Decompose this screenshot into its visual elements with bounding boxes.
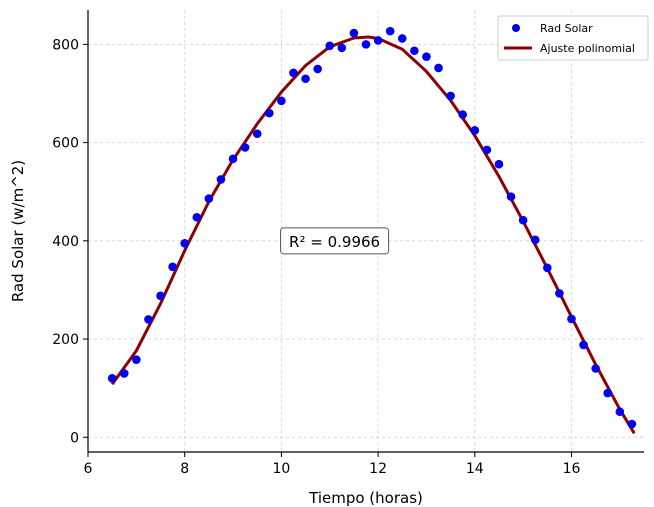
data-point [434, 63, 443, 73]
data-point [289, 68, 298, 78]
data-point [603, 388, 613, 398]
data-point [265, 108, 274, 118]
data-point [337, 43, 347, 53]
data-point [349, 28, 359, 38]
fit-line [110, 35, 636, 435]
data-point [240, 143, 250, 152]
x-axis-label: Tiempo (horas) [308, 489, 423, 507]
y-tick-label: 600 [52, 136, 79, 152]
data-point [192, 212, 202, 222]
annotation-box [280, 227, 390, 255]
data-point [132, 355, 141, 364]
axes [87, 10, 644, 453]
r-squared-annotation: R² = 0.9966 [280, 227, 390, 255]
data-point [228, 154, 238, 164]
data-point [494, 159, 504, 169]
data-point [107, 374, 117, 383]
legend-label-rad-solar: Rad Solar [540, 22, 593, 35]
y-axis-label: Rad Solar (w/m^2) [9, 160, 27, 302]
x-tick-label: 6 [84, 461, 93, 477]
data-point [144, 315, 153, 324]
data-points [107, 26, 637, 429]
data-point [446, 91, 455, 101]
data-point [567, 314, 576, 324]
x-tick-label: 10 [272, 461, 290, 477]
x-tick-label: 8 [180, 461, 189, 477]
data-point [313, 64, 322, 74]
data-point [555, 289, 564, 298]
data-point [591, 364, 600, 373]
x-tick-label: 14 [466, 461, 484, 477]
data-point [458, 110, 467, 119]
data-point [385, 26, 395, 36]
data-point [615, 407, 625, 417]
data-point [579, 340, 588, 350]
fit-line-layer [110, 35, 636, 435]
y-tick-label: 0 [70, 430, 79, 446]
data-point [277, 96, 286, 106]
data-point [119, 369, 129, 378]
legend-label-ajuste: Ajuste polinomial [540, 42, 635, 55]
data-point [627, 419, 637, 429]
data-point [482, 145, 492, 155]
data-point [543, 263, 552, 273]
data-point [530, 235, 540, 245]
data-point [397, 34, 407, 43]
y-tick-label: 800 [52, 37, 79, 53]
y-tick-label: 400 [52, 234, 79, 250]
data-point [252, 129, 262, 139]
data-point [518, 215, 528, 225]
legend-marker-rad-solar [512, 24, 520, 32]
data-point [373, 36, 383, 45]
data-point [301, 74, 310, 84]
x-tick-label: 12 [369, 461, 387, 477]
data-point [168, 262, 177, 272]
data-point [470, 126, 480, 135]
data-point [422, 52, 431, 61]
y-tick-label: 200 [52, 332, 79, 348]
annotation-text: R² = 0.9966 [289, 233, 380, 251]
data-point [216, 175, 226, 184]
x-tick-label: 16 [563, 461, 581, 477]
data-point [361, 40, 371, 49]
data-point [410, 46, 419, 56]
data-point [204, 194, 214, 203]
data-point [180, 238, 189, 248]
legend-box [497, 15, 649, 61]
data-point [156, 291, 165, 301]
ticks: 6 8 10 12 14 16 0 200 400 600 800 [52, 37, 580, 477]
data-point [506, 192, 516, 201]
legend: Rad Solar Ajuste polinomial [497, 15, 649, 61]
data-point [325, 41, 335, 51]
